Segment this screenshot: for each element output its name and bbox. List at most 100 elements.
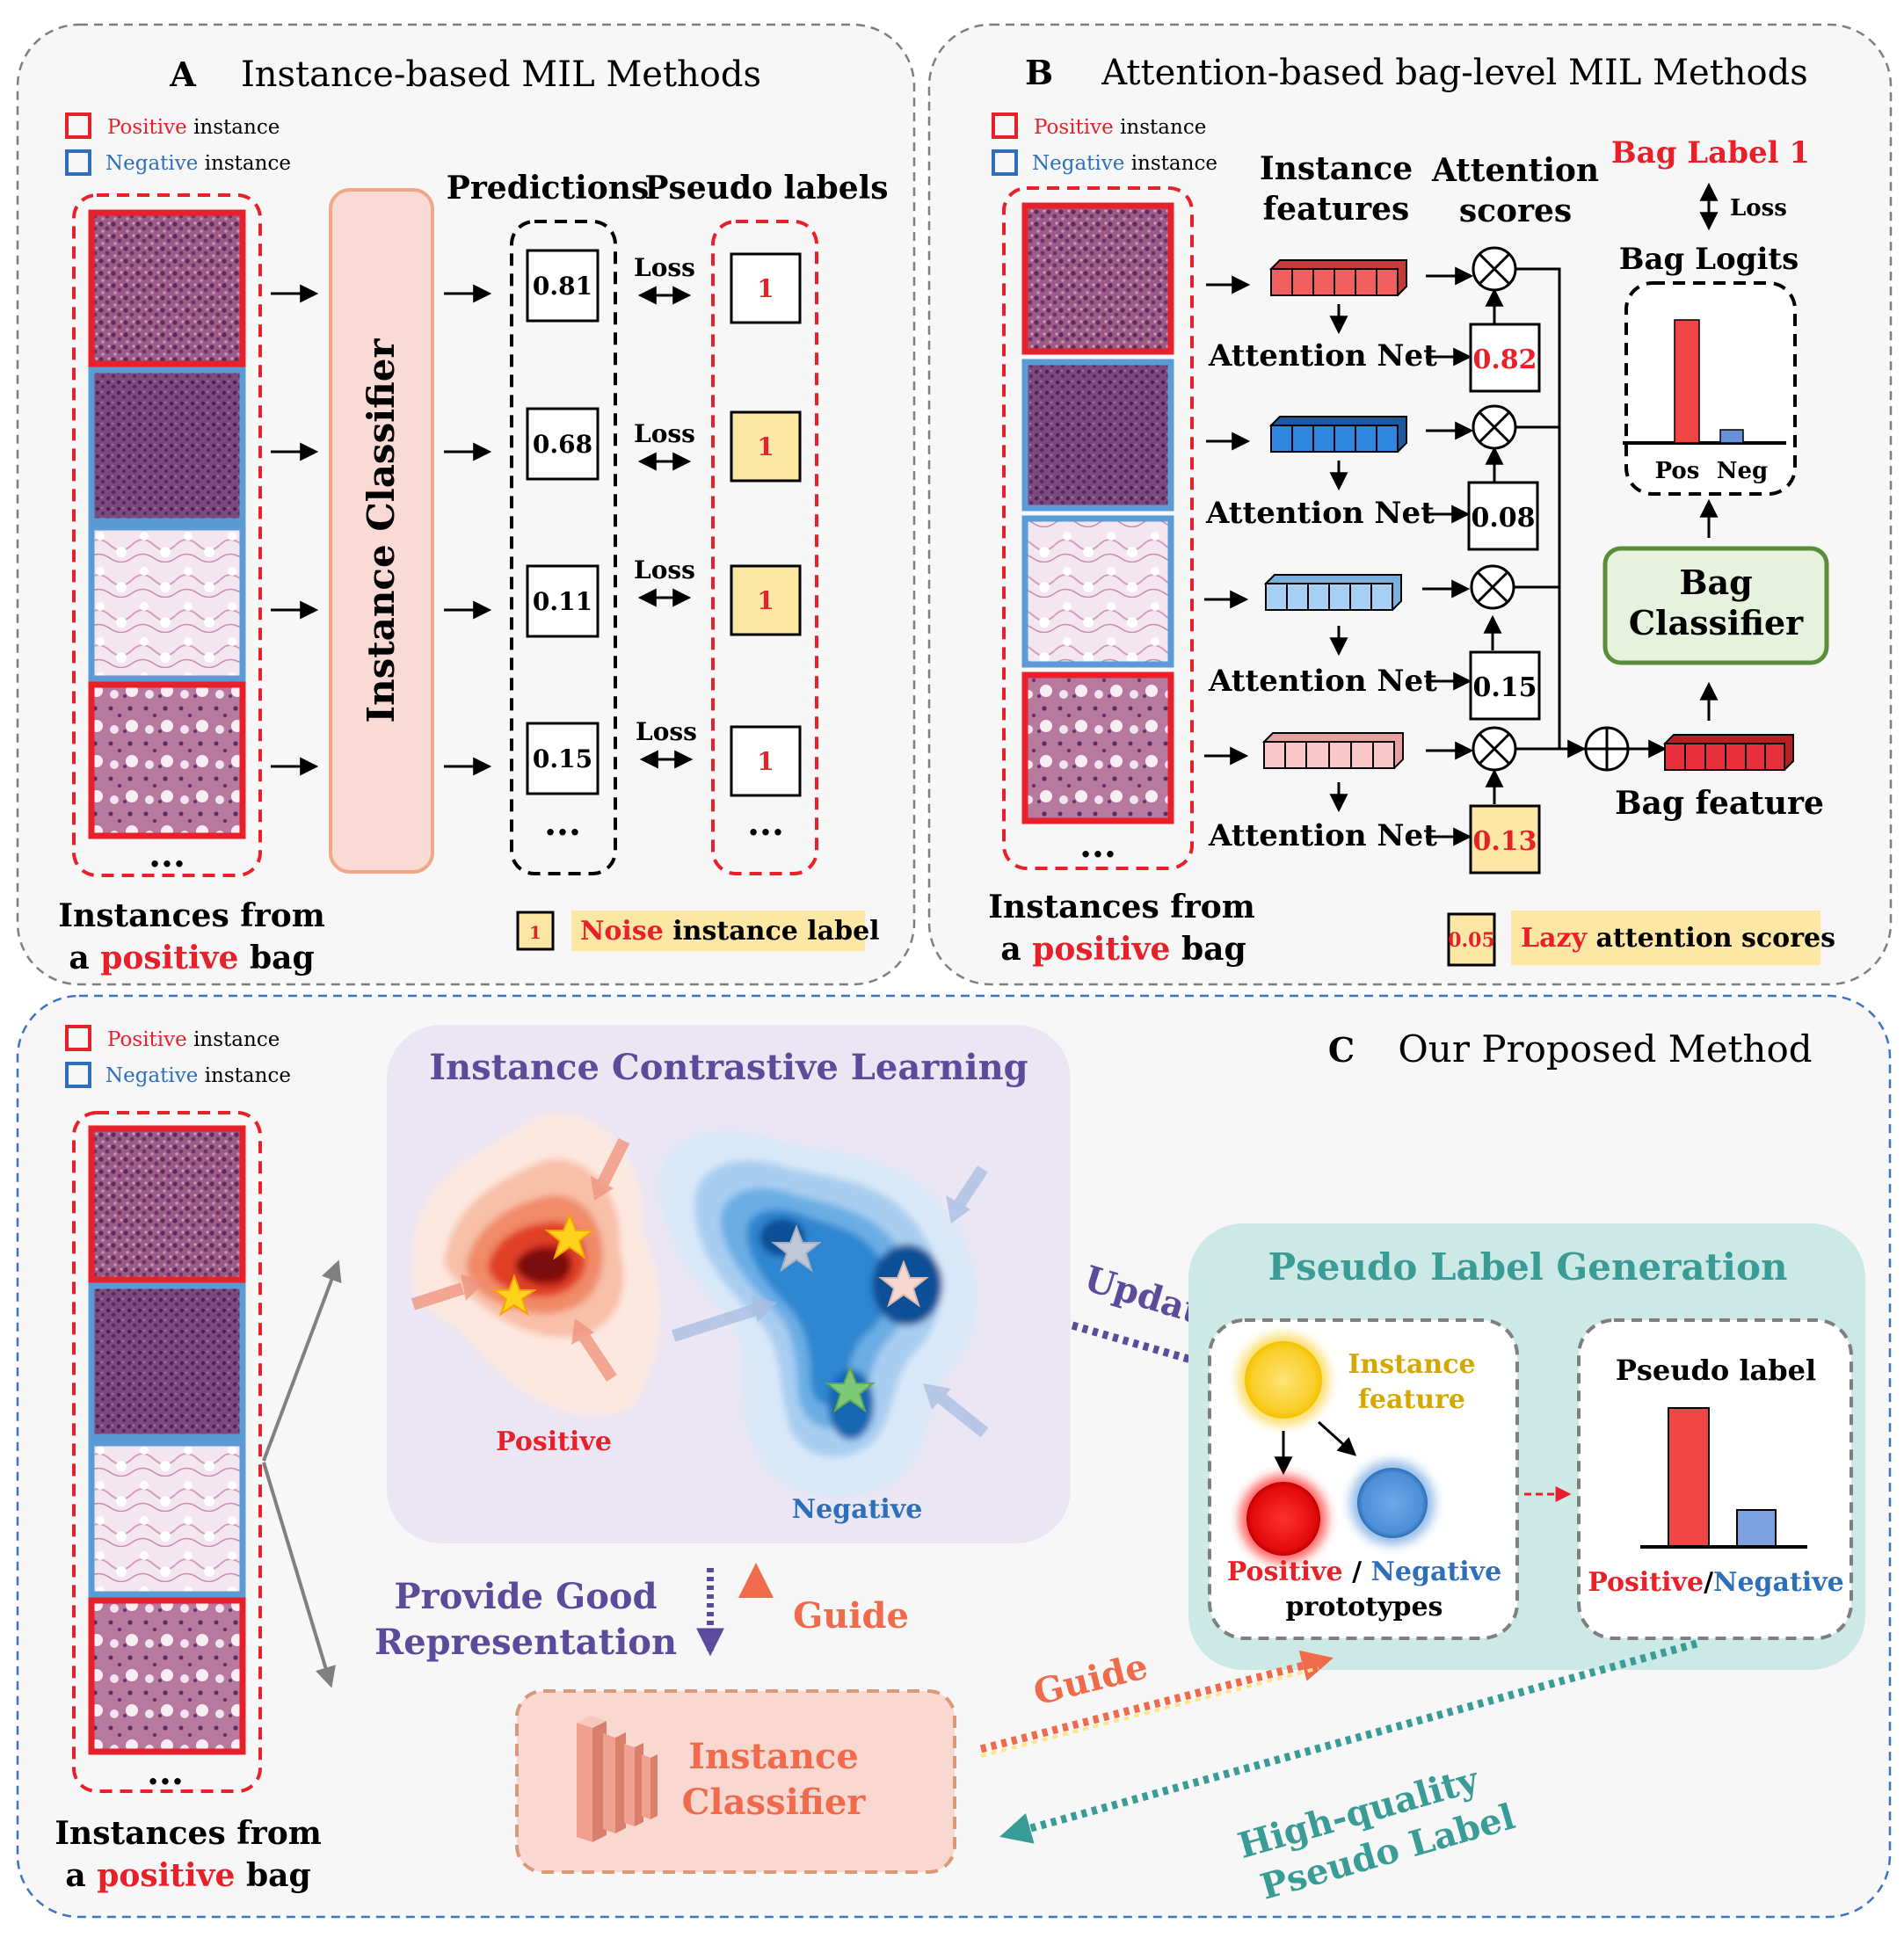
legend-positive-swatch xyxy=(992,113,1018,139)
bag-logit-pos-label: Pos xyxy=(1655,458,1700,484)
legend-negative-swatch xyxy=(65,1062,91,1088)
legend-negative-text: Negative instance xyxy=(105,152,291,175)
attention-net-label: Attention Net xyxy=(1205,496,1435,531)
prediction-row: 0.68 xyxy=(526,407,600,481)
feature-vector xyxy=(1261,732,1404,770)
feature-vector xyxy=(1268,259,1407,297)
attention-net-label: Attention Net xyxy=(1208,338,1437,374)
negative-prototype-star xyxy=(771,1224,822,1273)
pseudo-label-value: 1 xyxy=(757,432,774,461)
prediction-row: 0.11 xyxy=(526,564,600,638)
legend-negative-text: Negative instance xyxy=(105,1064,291,1087)
pseudo-label-box xyxy=(1577,1318,1853,1640)
high-quality-arrow xyxy=(999,1639,1698,1844)
guide-arrow xyxy=(979,1650,1334,1753)
legend-positive-swatch xyxy=(65,113,91,139)
panel-b-title: Attention-based bag-level MIL Methods xyxy=(1101,53,1808,93)
bag-loss-label: Loss xyxy=(1730,195,1787,221)
loss-link: Loss xyxy=(634,555,695,607)
instance-classifier-label: Instance Classifier xyxy=(682,1736,867,1823)
sum-node xyxy=(1584,726,1630,772)
network-layers-icon xyxy=(577,1716,658,1842)
bag-outline xyxy=(1002,186,1194,870)
panel-c-letter: C xyxy=(1328,1030,1355,1070)
predictions-ellipsis: ... xyxy=(544,802,581,844)
prototypes-label: prototypes xyxy=(1286,1592,1443,1622)
bag-logits-label: Bag Logits xyxy=(1619,242,1799,277)
positive-cluster-label: Positive xyxy=(496,1426,612,1457)
noise-legend-text: Noise instance label xyxy=(580,916,880,947)
lazy-legend-swatch xyxy=(1447,912,1496,967)
pseudo-label-bar-neg xyxy=(1736,1509,1777,1548)
bag-ellipsis: ... xyxy=(1079,824,1116,866)
pseudo-label-row: 1 xyxy=(730,725,802,797)
noise-legend-band xyxy=(571,911,865,951)
panel-c: C Our Proposed Method Positive instance … xyxy=(16,994,1892,1919)
panel-b-caption-line1: Instances from xyxy=(988,889,1255,925)
multiply-node xyxy=(1472,246,1517,292)
instance-tile xyxy=(88,1597,246,1755)
negative-prototype-star xyxy=(878,1259,929,1308)
noise-legend-swatch-text: 1 xyxy=(529,922,541,943)
legend-positive-text: Positive instance xyxy=(107,1028,280,1051)
panel-b: B Attention-based bag-level MIL Methods … xyxy=(927,23,1893,986)
lazy-legend-text: Lazy attention scores xyxy=(1521,923,1835,954)
instance-tile xyxy=(88,524,246,682)
pseudo-label-bar-pos xyxy=(1668,1407,1710,1548)
panel-c-caption-line2: a positive bag xyxy=(65,1857,310,1894)
attention-net-label: Attention Net xyxy=(1208,818,1437,853)
pseudo-label-axis: Positive/Negative xyxy=(1588,1567,1844,1598)
instance-tile xyxy=(1021,515,1174,668)
bag-label-text: Bag Label 1 xyxy=(1611,135,1810,171)
instance-tile xyxy=(88,367,246,525)
aggregation-connector xyxy=(1514,267,1588,751)
pseudo-label-title: Pseudo label xyxy=(1616,1354,1816,1387)
attention-score-value: 0.08 xyxy=(1471,503,1535,533)
attention-score-value: 0.82 xyxy=(1472,345,1537,375)
contrastive-arrows xyxy=(411,1137,989,1438)
loss-label: Loss xyxy=(634,555,695,584)
prediction-row: 0.15 xyxy=(526,722,600,795)
panel-a-caption-line2: a positive bag xyxy=(69,940,314,976)
attention-score-box xyxy=(1469,804,1541,875)
instance-feature-node xyxy=(1245,1341,1322,1419)
attention-score-value: 0.13 xyxy=(1472,826,1537,857)
bag-outline xyxy=(72,193,262,877)
plg-title: Pseudo Label Generation xyxy=(1268,1245,1788,1288)
attention-score-box xyxy=(1467,481,1539,551)
arrow xyxy=(1317,1420,1357,1456)
loss-link: Loss xyxy=(634,253,695,305)
bag-outline xyxy=(72,1111,262,1793)
pseudo-label-value: 1 xyxy=(757,586,774,615)
icl-title: Instance Contrastive Learning xyxy=(429,1047,1028,1088)
multiply-node xyxy=(1472,726,1517,772)
legend-positive-text: Positive instance xyxy=(107,116,280,139)
panel-a: A Instance-based MIL Methods Positive in… xyxy=(16,23,916,986)
arrow xyxy=(262,1259,342,1462)
legend-negative-swatch xyxy=(65,149,91,176)
attention-score-box xyxy=(1469,650,1541,721)
panel-c-caption-line1: Instances from xyxy=(55,1815,322,1852)
instance-classifier-block xyxy=(329,188,434,874)
bag-logits-box xyxy=(1624,281,1797,496)
arrow xyxy=(262,1462,336,1688)
bag-feature-vector xyxy=(1663,734,1794,772)
attention-score-box xyxy=(1469,323,1541,393)
instance-tile xyxy=(1021,359,1174,512)
instance-tile xyxy=(88,1282,246,1441)
prediction-value: 0.15 xyxy=(533,744,592,773)
pseudo-label-row: 1 xyxy=(730,252,802,324)
instance-feature-label: Instance feature xyxy=(1348,1349,1475,1415)
panel-c-title: Our Proposed Method xyxy=(1398,1027,1812,1071)
legend-positive-text: Positive instance xyxy=(1034,116,1206,139)
predictions-header: Predictions xyxy=(447,170,649,207)
loss-label: Loss xyxy=(636,717,697,746)
pseudo-labels-column xyxy=(711,220,818,875)
loss-link: Loss xyxy=(636,717,697,769)
bag-feature-label: Bag feature xyxy=(1615,785,1824,822)
instance-classifier-label: Instance Classifier xyxy=(360,338,403,723)
panel-a-letter: A xyxy=(169,54,196,94)
pseudo-label-value: 1 xyxy=(757,747,774,776)
bag-classifier-block xyxy=(1602,546,1829,665)
attention-net-label: Attention Net xyxy=(1208,664,1437,699)
